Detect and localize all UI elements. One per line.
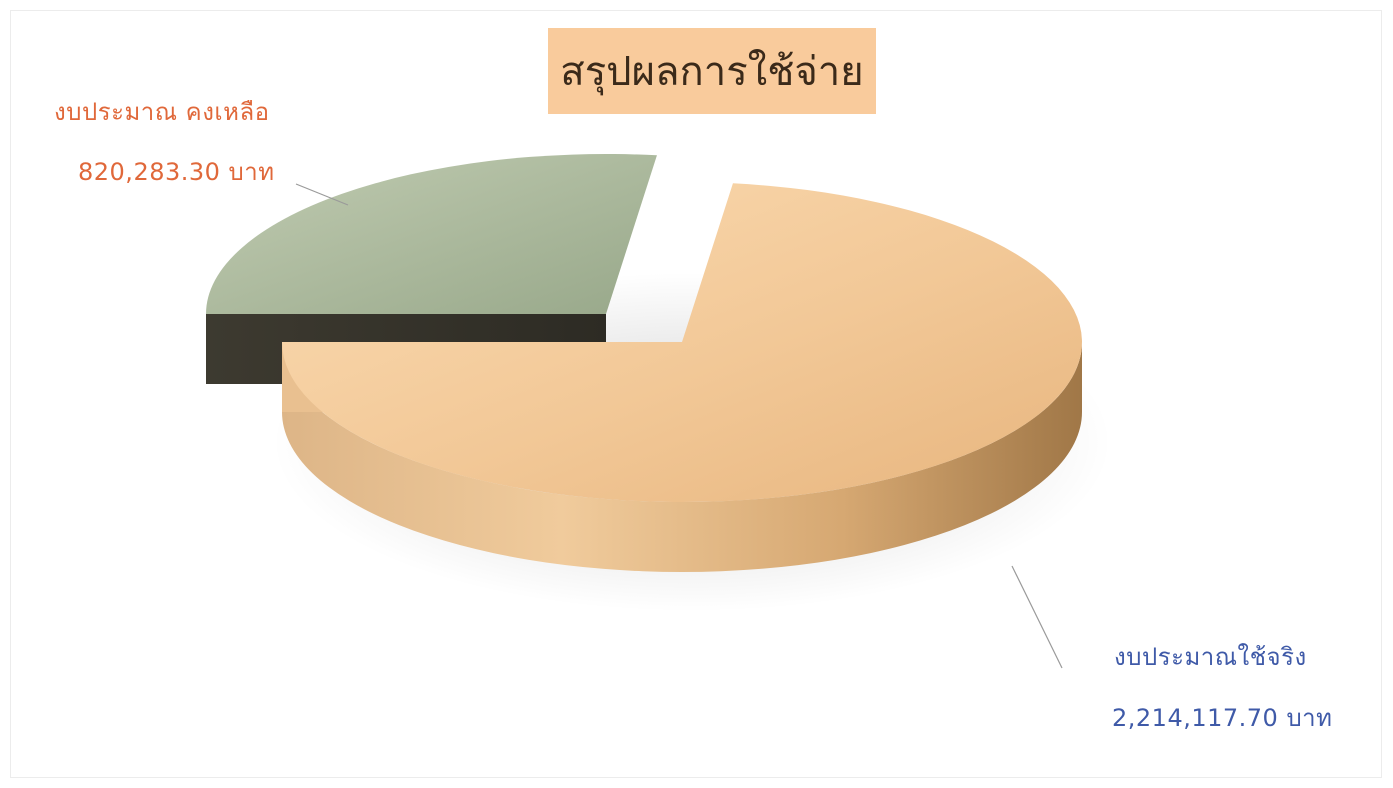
- slice-used-side: [282, 342, 1082, 572]
- slice-used: [282, 183, 1082, 503]
- slice-label-remaining-value: 820,283.30 บาท: [78, 158, 275, 186]
- slice-label-used-value: 2,214,117.70 บาท: [1112, 704, 1333, 732]
- chart-title: สรุปผลการใช้จ่าย: [560, 49, 864, 95]
- slice-remaining: [206, 154, 657, 314]
- chart-title-box: สรุปผลการใช้จ่าย: [548, 28, 876, 114]
- slice-label-used-name: งบประมาณใช้จริง: [1114, 643, 1307, 671]
- leader-line-used: [1011, 565, 1063, 669]
- slice-label-remaining-name: งบประมาณ คงเหลือ: [54, 98, 270, 126]
- leader-line-remaining: [295, 183, 349, 206]
